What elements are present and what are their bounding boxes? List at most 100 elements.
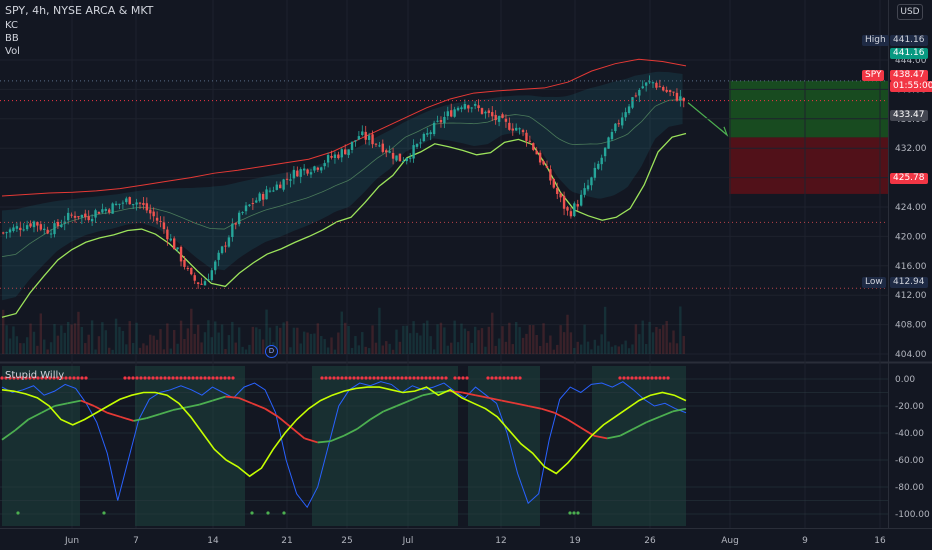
volume-bar [282, 322, 285, 354]
overbought-dot [139, 376, 143, 380]
overbought-dot [191, 376, 195, 380]
volume-bar [607, 341, 610, 354]
volume-bar [94, 349, 97, 354]
volume-bar [586, 341, 590, 354]
candle-body [97, 211, 101, 214]
oscillator-title[interactable]: Stupid Willy [5, 370, 65, 381]
overbought-dot [486, 376, 490, 380]
volume-bar [497, 338, 501, 354]
time-tick-label: 7 [133, 536, 139, 546]
oversold-dot [572, 511, 576, 515]
volume-bar [135, 322, 138, 354]
volume-bar [73, 323, 77, 354]
volume-bar [313, 333, 316, 354]
candle-body [470, 107, 473, 109]
osc-slow-segment [488, 397, 503, 402]
osc-bull-shade [312, 366, 458, 526]
osc-slow-segment [172, 406, 187, 411]
candle-body [162, 222, 166, 230]
price-tick-label: 404.00 [895, 350, 927, 360]
volume-bar [214, 321, 217, 354]
volume-bars [2, 306, 685, 354]
candle-body [621, 117, 624, 126]
candle-body [306, 169, 309, 174]
osc-slow-segment [41, 405, 56, 414]
oversold-dot [16, 511, 20, 515]
volume-bar [511, 344, 514, 354]
candle-body [426, 133, 429, 135]
candle-body [207, 279, 210, 281]
overbought-dot [412, 376, 416, 380]
osc-slow-segment [619, 428, 634, 437]
overbought-dot [68, 376, 72, 380]
volume-bar [203, 332, 207, 354]
volume-bar [111, 349, 114, 354]
candle-body [179, 246, 183, 262]
currency-button[interactable]: USD [897, 4, 923, 20]
osc-tick-label: -60.00 [895, 456, 924, 466]
oversold-dot [266, 511, 270, 515]
volume-bar [614, 345, 617, 354]
candle-body [80, 214, 84, 218]
candle-body [46, 229, 49, 234]
indicator-kc-label[interactable]: KC [5, 20, 18, 31]
volume-bar [77, 311, 80, 354]
volume-bar [46, 349, 49, 354]
volume-bar [456, 342, 460, 354]
overbought-dot [332, 376, 336, 380]
time-tick-label: Aug [721, 536, 739, 546]
candle-body [388, 151, 391, 153]
osc-slow-segment [369, 410, 384, 421]
candle-body [460, 107, 463, 110]
level-lines [0, 80, 888, 289]
volume-bar [566, 314, 569, 354]
volume-bar [316, 323, 320, 354]
volume-bar [131, 342, 135, 354]
osc-slow-segment [475, 394, 489, 399]
candle-body [576, 204, 579, 207]
target-price-tag: 441.16 [890, 48, 928, 59]
candle-body [155, 217, 159, 221]
overbought-dot [352, 376, 356, 380]
volume-bar [367, 348, 371, 354]
overbought-dot [494, 376, 498, 380]
low-value: 412.94 [890, 277, 928, 288]
candle-body [593, 167, 597, 178]
volume-bar [463, 328, 467, 354]
overbought-dot [207, 376, 211, 380]
oversold-dot [576, 511, 580, 515]
candle-body [275, 184, 278, 190]
osc-slow-segment [541, 407, 555, 414]
candle-body [173, 238, 176, 250]
osc-slow-segment [264, 407, 279, 418]
volume-bar [398, 341, 402, 354]
dividend-marker[interactable]: D [265, 345, 278, 358]
overbought-dot [502, 376, 506, 380]
volume-bar [422, 323, 426, 354]
volume-bar [658, 328, 662, 354]
volume-bar [545, 342, 549, 354]
overbought-dot [440, 376, 444, 380]
candle-body [641, 86, 644, 89]
candle-body [316, 167, 320, 170]
countdown-tag: 01:55:00 [890, 81, 932, 92]
symbol-title[interactable]: SPY, 4h, NYSE ARCA & MKT [5, 4, 154, 17]
osc-tick-label: -80.00 [895, 483, 924, 493]
overbought-dot [151, 376, 155, 380]
osc-slow-segment [646, 415, 661, 424]
volume-bar [224, 349, 227, 354]
volume-bar [190, 308, 193, 354]
volume-bar [515, 321, 518, 354]
volume-bar [634, 324, 638, 354]
overbought-dot [28, 376, 32, 380]
overbought-dot [24, 376, 28, 380]
channel-midline [1, 99, 683, 258]
osc-bull-shade [135, 366, 245, 526]
indicator-vol-label[interactable]: Vol [5, 46, 20, 57]
volume-bar [162, 349, 166, 354]
candle-body [610, 132, 614, 140]
volume-bar [443, 327, 446, 354]
indicator-bb-label[interactable]: BB [5, 33, 19, 44]
overbought-dot [32, 376, 36, 380]
